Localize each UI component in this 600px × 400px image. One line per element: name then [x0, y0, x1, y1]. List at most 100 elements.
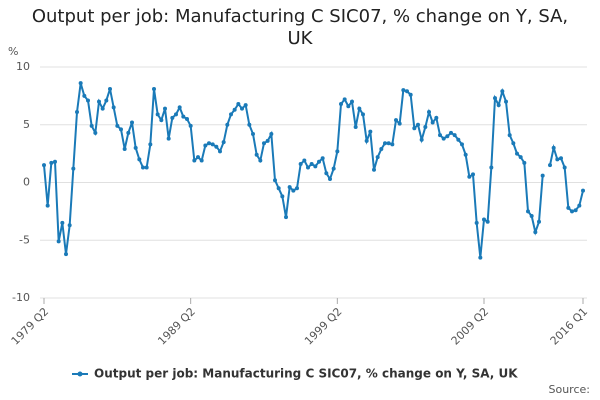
data-point [133, 145, 138, 150]
data-point [196, 155, 200, 160]
data-point [78, 81, 83, 86]
data-point [148, 142, 153, 147]
data-point [383, 141, 387, 146]
data-point [163, 106, 167, 111]
data-point [298, 162, 303, 167]
data-point [229, 112, 233, 117]
series-line [43, 82, 584, 258]
data-point [346, 104, 351, 109]
data-point [573, 208, 578, 213]
data-point [500, 89, 505, 94]
data-point [111, 105, 116, 110]
data-point [276, 186, 281, 191]
data-point [243, 103, 248, 108]
data-point [401, 88, 406, 93]
data-point [170, 115, 175, 120]
data-point [119, 127, 123, 132]
data-point [430, 120, 435, 125]
data-point [394, 118, 398, 123]
data-point [60, 220, 65, 225]
data-point [482, 217, 486, 222]
data-point [339, 101, 343, 106]
data-point [251, 131, 255, 136]
y-tick-label: -5 [19, 233, 30, 246]
data-point [126, 130, 131, 135]
data-point [379, 147, 384, 152]
data-point [258, 158, 263, 163]
data-point [471, 172, 475, 177]
data-point [452, 133, 457, 138]
x-tick-label: 1989 Q2 [155, 305, 198, 348]
data-point [441, 136, 446, 141]
data-point [56, 239, 61, 244]
data-point [177, 105, 182, 110]
data-point [493, 96, 497, 101]
data-point [562, 165, 567, 170]
data-point [155, 112, 160, 117]
data-point [122, 147, 127, 152]
data-point [445, 134, 450, 139]
data-point [449, 130, 453, 135]
data-point [236, 101, 241, 106]
data-point [49, 160, 54, 165]
data-point [518, 155, 523, 160]
data-point [408, 92, 413, 97]
data-point [185, 116, 189, 121]
x-tick-label: 1979 Q2 [9, 305, 52, 348]
data-point [273, 178, 277, 183]
data-point [225, 122, 230, 127]
data-point [53, 159, 57, 164]
data-point [335, 149, 340, 154]
data-point [364, 138, 369, 143]
data-point [67, 223, 72, 228]
data-point [174, 112, 178, 117]
data-point [181, 114, 186, 119]
data-point [137, 157, 142, 162]
data-point [89, 123, 94, 128]
data-point [144, 165, 149, 170]
y-tick-label: 10 [16, 60, 30, 73]
data-point [529, 213, 534, 218]
data-point [577, 203, 582, 208]
data-point [159, 118, 164, 123]
data-point [97, 99, 101, 104]
data-point [199, 158, 204, 163]
data-point [460, 142, 464, 147]
data-point [75, 110, 79, 115]
y-tick-label: 5 [23, 118, 30, 131]
data-point [210, 142, 215, 147]
data-point [504, 99, 508, 104]
x-tick-label: 1999 Q2 [302, 305, 345, 348]
data-point [438, 133, 442, 138]
data-point [357, 106, 362, 111]
data-point [533, 230, 538, 235]
data-point [232, 107, 237, 112]
legend-marker [77, 371, 83, 377]
data-point [287, 185, 292, 190]
chart-title: Output per job: Manufacturing C SIC07, %… [31, 6, 569, 49]
data-point [511, 141, 516, 146]
data-point [313, 164, 318, 169]
legend-label: Output per job: Manufacturing C SIC07, %… [94, 367, 518, 381]
data-point [412, 126, 417, 131]
data-point [71, 166, 76, 171]
data-point [291, 188, 296, 193]
data-point [320, 156, 325, 161]
source: Source: [549, 383, 591, 396]
data-point [45, 203, 50, 208]
data-point [42, 163, 46, 168]
data-point [306, 165, 310, 170]
data-point [350, 99, 354, 104]
data-point [434, 115, 439, 120]
data-point [548, 163, 552, 168]
x-tick-label: 2016 Q1 [548, 305, 591, 348]
data-point [427, 110, 431, 115]
data-point [108, 86, 112, 91]
data-point [331, 166, 336, 171]
data-point [478, 255, 483, 260]
data-point [104, 98, 109, 103]
data-point [456, 137, 461, 142]
data-point [551, 145, 556, 150]
